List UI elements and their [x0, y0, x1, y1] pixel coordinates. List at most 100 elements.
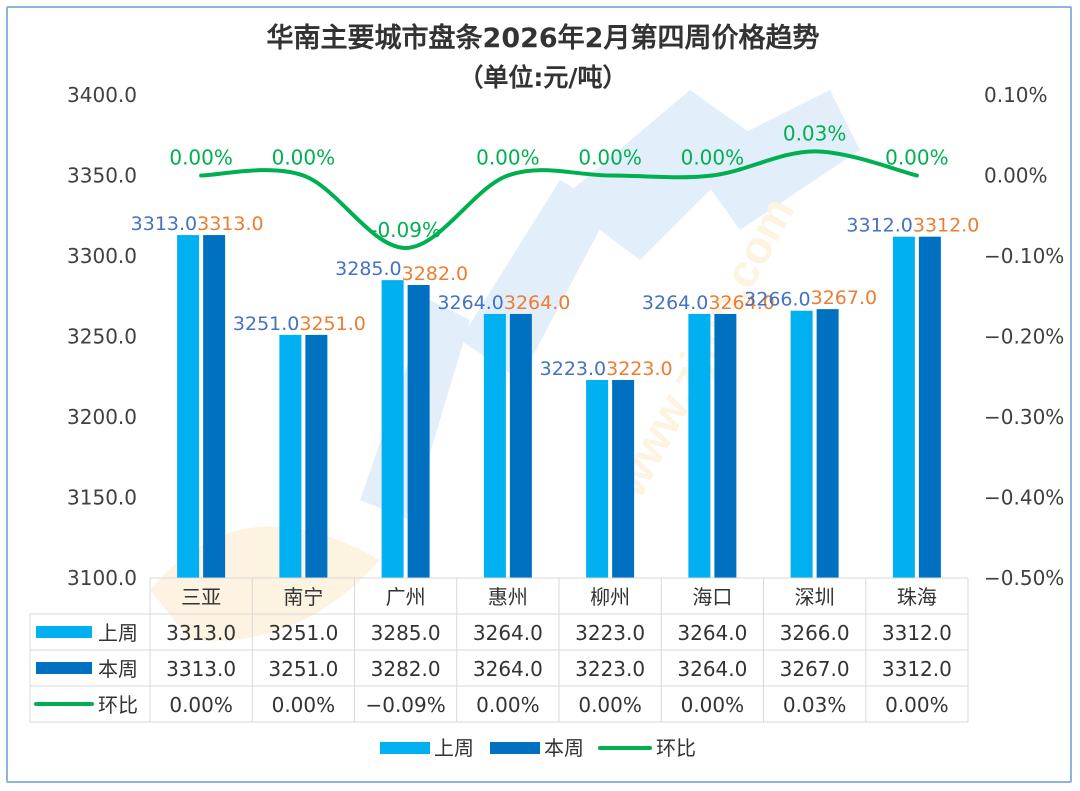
table-cell: 3264.0	[473, 621, 543, 645]
label-last-week: 3223.0	[540, 358, 606, 380]
label-last-week: 3266.0	[744, 289, 810, 311]
label-ratio: 0.00%	[681, 146, 745, 170]
label-last-week: 3264.0	[642, 292, 708, 314]
label-ratio: 0.00%	[476, 146, 540, 170]
bar-series	[177, 235, 941, 578]
bar-this-week	[612, 379, 635, 578]
table-legend-key	[36, 626, 92, 638]
table-cell: 3251.0	[268, 657, 338, 681]
right-tick-label: 0.00%	[984, 164, 1048, 188]
bar-this-week	[714, 313, 737, 578]
table-cell: 0.03%	[783, 693, 847, 717]
label-ratio: 0.00%	[169, 146, 233, 170]
category-label: 惠州	[488, 585, 528, 609]
bar-last-week	[279, 334, 302, 578]
bar-last-week	[892, 236, 915, 578]
table-row-name: 环比	[98, 693, 138, 717]
legend-key	[490, 742, 540, 754]
left-tick-label: 3300.0	[67, 244, 137, 268]
left-tick-label: 3100.0	[67, 566, 137, 590]
table-cell: 3282.0	[371, 657, 441, 681]
table-cell: 3264.0	[473, 657, 543, 681]
bar-this-week	[816, 309, 839, 578]
left-tick-label: 3250.0	[67, 325, 137, 349]
right-tick-label: −0.40%	[984, 486, 1064, 510]
bar-last-week	[790, 310, 813, 578]
label-this-week: 3251.0	[299, 313, 365, 335]
table-cell: 3223.0	[575, 621, 645, 645]
left-tick-label: 3350.0	[67, 164, 137, 188]
data-labels: 3313.0 3313.0 3251.0 3251.0 3285.0 3282.0 3264…	[131, 121, 980, 380]
label-last-week: 3312.0	[846, 215, 912, 237]
label-ratio: 0.00%	[578, 146, 642, 170]
bar-last-week	[381, 280, 404, 578]
left-axis: 3400.0 3350.0 3300.0 3250.0 3200.0 3150.0 3100…	[67, 83, 137, 590]
left-tick-label: 3150.0	[67, 486, 137, 510]
table-cell: 3313.0	[166, 621, 236, 645]
right-tick-label: −0.30%	[984, 405, 1064, 429]
line-series	[199, 149, 919, 250]
category-label: 广州	[386, 585, 426, 609]
bar-this-week	[509, 313, 532, 578]
table-cell: 0.00%	[476, 693, 540, 717]
line-ratio	[199, 149, 919, 250]
label-this-week: 3313.0	[197, 213, 263, 235]
table-cell: 3267.0	[780, 657, 850, 681]
table-cell: 0.00%	[578, 693, 642, 717]
bar-this-week	[305, 334, 328, 578]
table-cell: 3264.0	[677, 621, 747, 645]
label-this-week: 3264.0	[504, 292, 570, 314]
label-ratio: 0.03%	[783, 121, 847, 145]
table-cell: 3251.0	[268, 621, 338, 645]
bar-last-week	[483, 313, 506, 578]
right-tick-label: −0.50%	[984, 566, 1064, 590]
bar-last-week	[688, 313, 711, 578]
legend-label: 环比	[656, 736, 696, 760]
category-label: 南宁	[283, 585, 323, 609]
left-tick-label: 3200.0	[67, 405, 137, 429]
table-cell: 3313.0	[166, 657, 236, 681]
right-axis: 0.10% 0.00% −0.10% −0.20% −0.30% −0.40% −0.50%	[984, 83, 1064, 590]
right-tick-label: −0.20%	[984, 325, 1064, 349]
label-last-week: 3251.0	[233, 313, 299, 335]
category-label: 珠海	[897, 585, 937, 609]
label-last-week: 3285.0	[335, 258, 401, 280]
table-cell: 0.00%	[885, 693, 949, 717]
table-cell: 3223.0	[575, 657, 645, 681]
legend: 上周 本周 环比	[380, 736, 696, 760]
table-cell: 0.00%	[169, 693, 233, 717]
bar-this-week	[203, 235, 226, 578]
legend-label: 本周	[544, 736, 584, 760]
label-last-week: 3313.0	[131, 213, 197, 235]
legend-key	[380, 742, 430, 754]
category-label: 柳州	[590, 585, 630, 609]
label-this-week: 3267.0	[811, 287, 877, 309]
left-tick-label: 3400.0	[67, 83, 137, 107]
bar-last-week	[586, 379, 609, 578]
table-cell: 3285.0	[371, 621, 441, 645]
label-this-week: 3223.0	[606, 358, 672, 380]
chart-title: 华南主要城市盘条2026年2月第四周价格趋势	[267, 22, 820, 54]
bar-this-week	[407, 284, 430, 578]
label-this-week: 3282.0	[402, 263, 468, 285]
table-row-name: 上周	[98, 621, 138, 645]
bar-last-week	[177, 235, 200, 578]
table-cell: 0.00%	[272, 693, 336, 717]
chart-subtitle: （单位:元/吨）	[458, 63, 627, 92]
table-row-name: 本周	[98, 657, 138, 681]
table-cell: 3312.0	[882, 621, 952, 645]
category-label: 深圳	[795, 585, 835, 609]
table-cell: 3266.0	[780, 621, 850, 645]
bar-this-week	[918, 236, 941, 578]
table-legend-key	[36, 662, 92, 674]
table-cell: −0.09%	[365, 693, 445, 717]
label-last-week: 3264.0	[437, 292, 503, 314]
right-tick-label: 0.10%	[984, 83, 1048, 107]
table-cell: 3312.0	[882, 657, 952, 681]
right-tick-label: −0.10%	[984, 244, 1064, 268]
label-this-week: 3264.0	[708, 292, 774, 314]
table-cell: 3264.0	[677, 657, 747, 681]
table-cell: 0.00%	[681, 693, 745, 717]
